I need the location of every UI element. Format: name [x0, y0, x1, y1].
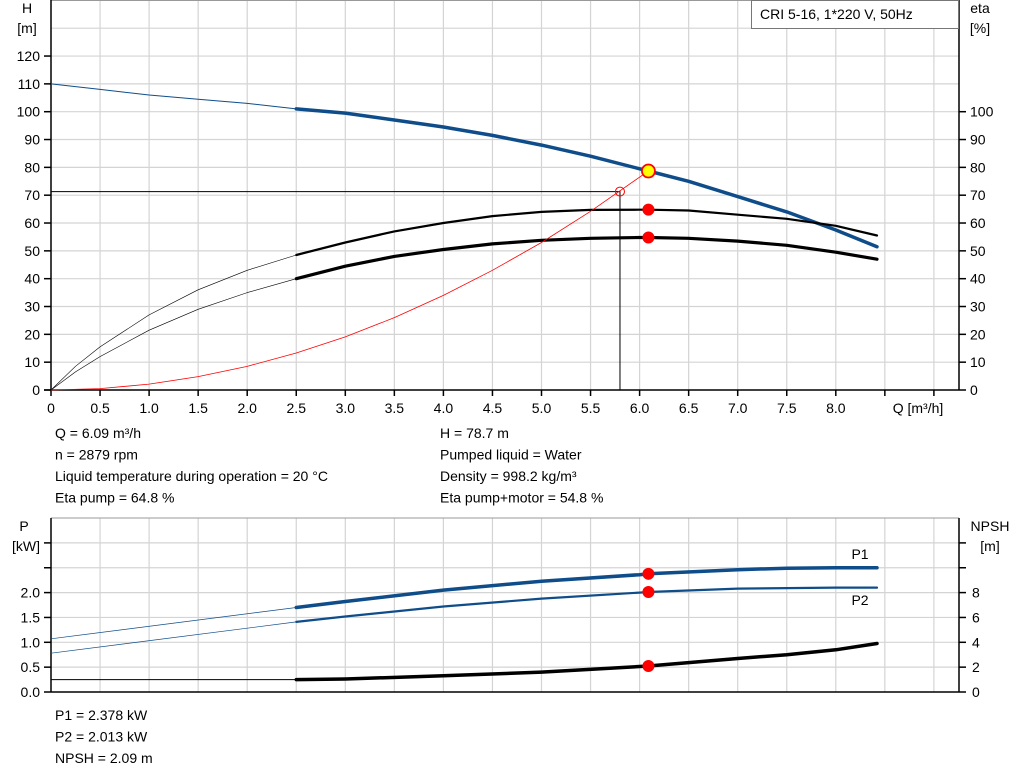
y-tick-label: 110 — [18, 76, 41, 92]
x-tick-label: 2.5 — [287, 400, 307, 416]
eta-pump-curve-extrapolated — [50, 254, 297, 391]
eta-axis-label: eta — [970, 0, 990, 16]
info-text-left: n = 2879 rpm — [55, 447, 138, 463]
y-tick-label: 80 — [24, 159, 40, 175]
system-curve — [50, 170, 649, 391]
npsh-tick-label: 4 — [972, 634, 980, 650]
requested-point-lines — [51, 191, 621, 390]
legend-box — [751, 0, 959, 29]
x-tick-label: 2.0 — [237, 400, 257, 416]
x-tick-label: 7.5 — [777, 400, 797, 416]
info-text-right: Eta pump+motor = 54.8 % — [440, 490, 603, 506]
P2-curve-extrapolated — [50, 621, 297, 654]
eta-pump-duty-marker — [642, 203, 655, 216]
x-tick-label: 0 — [47, 400, 55, 416]
y-tick-label: 0 — [32, 382, 40, 398]
y-tick-label: 50 — [24, 243, 40, 259]
p-tick-label: 0.5 — [21, 659, 41, 675]
eta-pump-motor-curve-extrapolated — [50, 278, 297, 391]
eta-tick-label: 100 — [970, 104, 994, 120]
x-tick-label: 3.0 — [336, 400, 356, 416]
eta-tick-label: 80 — [970, 159, 986, 175]
npsh-axis-unit: [m] — [980, 538, 999, 554]
x-tick-label: 3.5 — [385, 400, 405, 416]
p2-series-label: P2 — [851, 592, 868, 608]
head-curve — [294, 107, 879, 249]
y-tick-label: 60 — [24, 215, 40, 231]
y-tick-label: 70 — [24, 187, 40, 203]
p-tick-label: 1.5 — [21, 609, 41, 625]
x-tick-label: 0.5 — [90, 400, 110, 416]
p1-series-label: P1 — [851, 546, 868, 562]
eta-tick-label: 10 — [970, 354, 986, 370]
p2-duty-marker — [642, 585, 655, 598]
info-text-right: H = 78.7 m — [440, 425, 509, 441]
eta-total-duty-marker — [642, 231, 655, 244]
y-tick-label: 90 — [24, 132, 40, 148]
eta-pump-motor-curve — [294, 235, 879, 281]
npsh-axis-label: NPSH — [971, 518, 1010, 534]
x-tick-label: 7.0 — [728, 400, 748, 416]
eta-tick-label: 0 — [970, 382, 978, 398]
p-tick-label: 0.0 — [21, 684, 41, 700]
eta-tick-label: 70 — [970, 187, 986, 203]
info-text-bottom: P2 = 2.013 kW — [55, 729, 148, 745]
p-tick-label: 2.0 — [21, 585, 41, 601]
x-axis-label: Q [m³/h] — [893, 400, 944, 416]
x-tick-label: 6.0 — [630, 400, 650, 416]
x-tick-label: 4.5 — [483, 400, 503, 416]
x-tick-label: 1.5 — [188, 400, 208, 416]
eta-tick-label: 30 — [970, 299, 986, 315]
x-tick-label: 1.0 — [139, 400, 159, 416]
head-curve-extrapolated — [50, 83, 297, 110]
legend-text: CRI 5-16, 1*220 V, 50Hz — [760, 6, 913, 22]
y-axis-unit: [m] — [17, 20, 36, 36]
NPSH-curve — [294, 641, 879, 682]
info-text-left: Liquid temperature during operation = 20… — [55, 468, 328, 484]
info-text-left: Q = 6.09 m³/h — [55, 425, 141, 441]
x-tick-label: 6.5 — [679, 400, 699, 416]
eta-pump-curve — [295, 208, 879, 257]
p1-duty-marker — [642, 567, 655, 580]
y-tick-label: 40 — [24, 271, 40, 287]
requested-point-marker — [614, 186, 625, 197]
p-axis-unit: [kW] — [12, 538, 40, 554]
y-tick-label: 20 — [24, 326, 40, 342]
x-tick-label: 4.0 — [434, 400, 454, 416]
y-tick-label: 120 — [17, 48, 41, 64]
x-tick-label: 8.0 — [826, 400, 846, 416]
eta-tick-label: 90 — [970, 132, 986, 148]
x-tick-label: 5.0 — [532, 400, 552, 416]
y-tick-label: 30 — [24, 299, 40, 315]
info-text-bottom: NPSH = 2.09 m — [55, 750, 153, 766]
npsh-tick-label: 8 — [972, 585, 980, 601]
npsh-duty-marker — [642, 660, 655, 673]
p-axis-label: P — [19, 518, 28, 534]
eta-tick-label: 60 — [970, 215, 986, 231]
y-tick-label: 10 — [24, 354, 40, 370]
npsh-tick-label: 6 — [972, 609, 980, 625]
info-text-left: Eta pump = 64.8 % — [55, 490, 174, 506]
info-text-right: Density = 998.2 kg/m³ — [440, 468, 577, 484]
eta-tick-label: 40 — [970, 271, 986, 287]
info-text-bottom: P1 = 2.378 kW — [55, 707, 148, 723]
eta-tick-label: 20 — [970, 326, 986, 342]
info-text-right: Pumped liquid = Water — [440, 447, 582, 463]
eta-tick-label: 50 — [970, 243, 986, 259]
x-tick-label: 5.5 — [581, 400, 601, 416]
p-tick-label: 1.0 — [21, 634, 41, 650]
y-tick-label: 100 — [17, 104, 41, 120]
eta-axis-unit: [%] — [970, 20, 990, 36]
y-axis-label: H — [22, 0, 32, 16]
npsh-tick-label: 2 — [972, 659, 980, 675]
P1-curve-extrapolated — [50, 607, 297, 640]
duty-point-marker — [641, 163, 656, 179]
npsh-tick-label: 0 — [972, 684, 980, 700]
